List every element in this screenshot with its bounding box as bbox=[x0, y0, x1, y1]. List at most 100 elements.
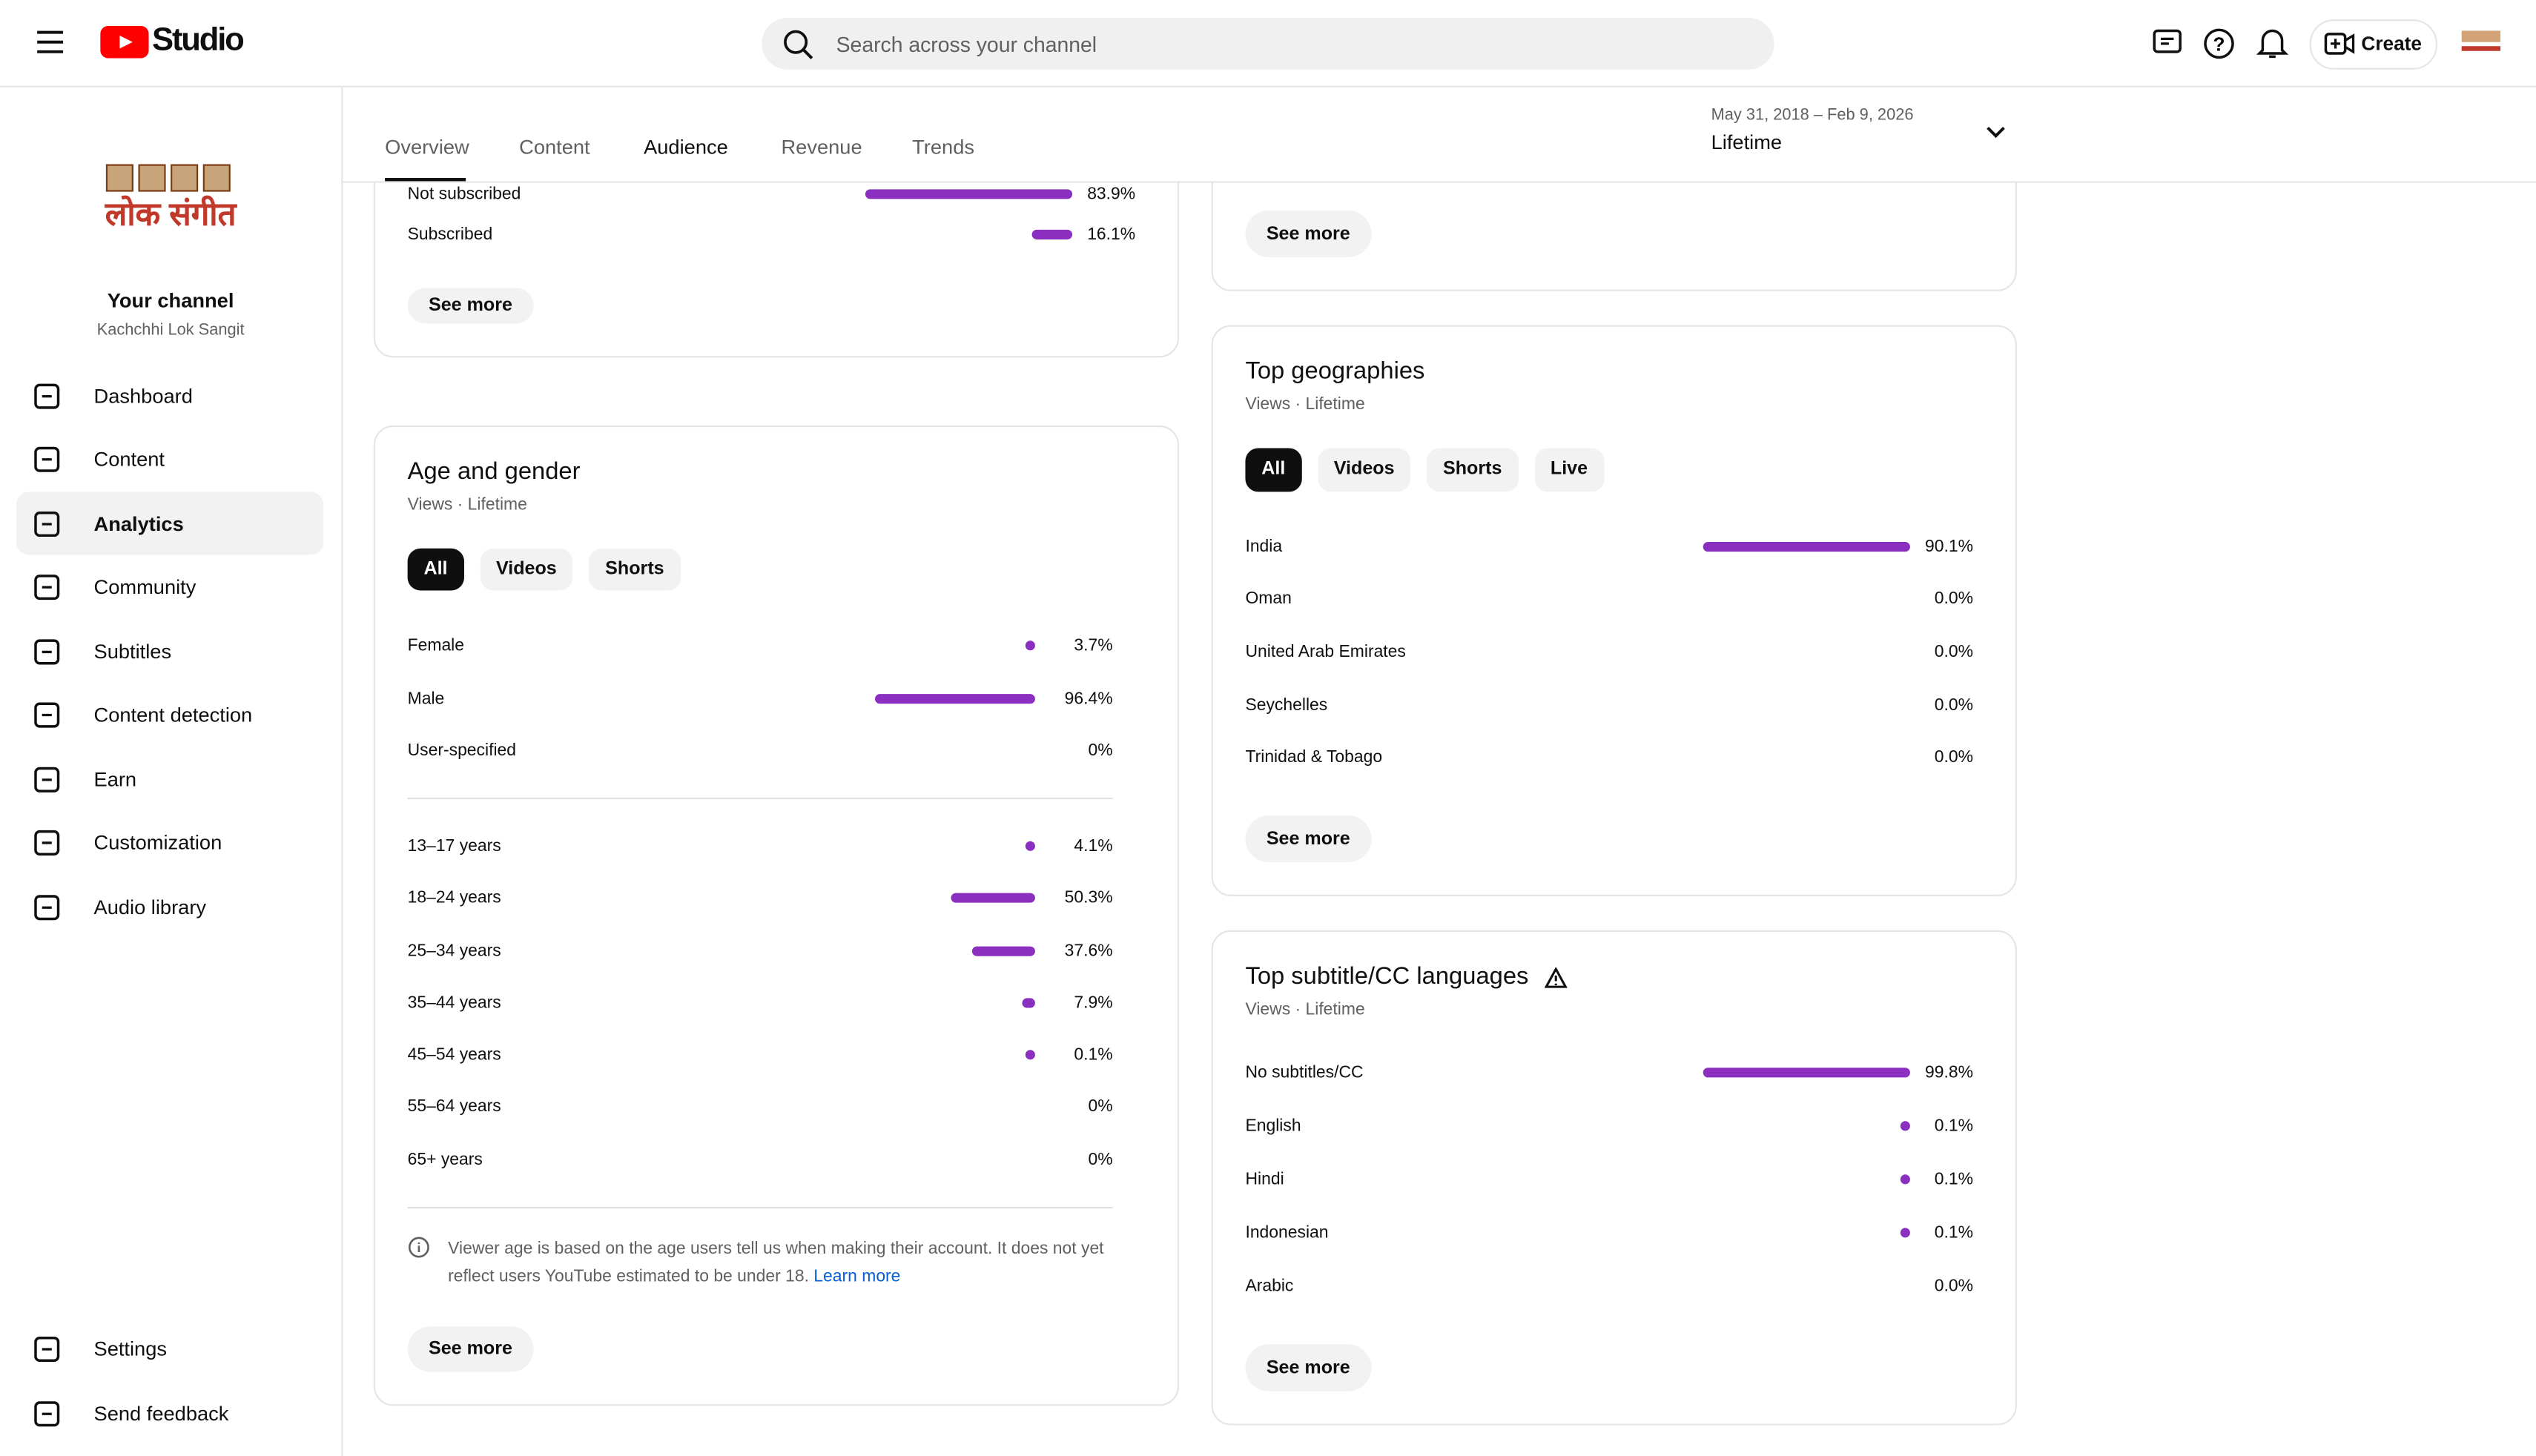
menu-icon[interactable] bbox=[36, 29, 65, 55]
data-row: English 0.1% bbox=[1245, 1099, 1973, 1153]
learn-more-link[interactable]: Learn more bbox=[813, 1266, 901, 1286]
tab[interactable]: Content bbox=[519, 136, 590, 159]
card-subtitle: Views · Lifetime bbox=[1245, 394, 1365, 414]
data-row: 18–24 years 50.3% bbox=[408, 873, 1113, 924]
filter-chips: All Videos Shorts Live bbox=[1245, 448, 1973, 492]
tab[interactable]: Overview bbox=[385, 136, 469, 159]
active-tab-indicator bbox=[385, 178, 466, 182]
nav-icon bbox=[34, 1400, 60, 1426]
row-label: Male bbox=[407, 689, 445, 709]
data-row: Indonesian 0.1% bbox=[1245, 1205, 1973, 1259]
divider bbox=[407, 1206, 1113, 1208]
nav-icon bbox=[34, 575, 60, 600]
nav-label: Community bbox=[93, 575, 197, 599]
warning-icon[interactable] bbox=[1545, 966, 1568, 987]
filter-chip[interactable]: Live bbox=[1534, 448, 1604, 492]
avatar[interactable] bbox=[2458, 26, 2503, 59]
bar-track bbox=[1703, 700, 1910, 709]
data-row: 55–64 years 0% bbox=[408, 1081, 1113, 1133]
data-row: 65+ years 0% bbox=[408, 1134, 1113, 1185]
row-label: Not subscribed bbox=[407, 184, 521, 204]
bar-track bbox=[875, 893, 1035, 904]
note: Viewer age is based on the age users tel… bbox=[408, 1236, 1113, 1291]
row-value: 3.7% bbox=[1074, 636, 1113, 656]
nav-item[interactable]: Send feedback bbox=[16, 1382, 323, 1445]
nav-label: Analytics bbox=[93, 512, 184, 535]
channel-logo-text[interactable]: लोक संगीत bbox=[105, 197, 237, 234]
see-more-button[interactable]: See more bbox=[407, 287, 534, 324]
nav-icon bbox=[34, 446, 60, 472]
card: Not subscribed 83.9% Subscribed 16.1% See mo… bbox=[373, 181, 1180, 358]
bar-track bbox=[1703, 1121, 1910, 1131]
filter-chip[interactable]: Videos bbox=[480, 548, 573, 592]
note-body: Viewer age is based on the age users tel… bbox=[448, 1238, 1104, 1286]
nav-item[interactable]: Earn bbox=[16, 747, 323, 810]
create-label: Create bbox=[2361, 32, 2422, 56]
row-value: 0.0% bbox=[1934, 642, 1973, 662]
tab[interactable]: Audience bbox=[644, 136, 728, 159]
row-label: 65+ years bbox=[407, 1149, 483, 1169]
nav-label: Content bbox=[93, 448, 165, 471]
brand[interactable]: Studio bbox=[152, 22, 245, 59]
see-more-button[interactable]: See more bbox=[1245, 815, 1372, 863]
sidebar: लोक संगीत Your channel Kachchhi Lok Sang… bbox=[0, 87, 343, 1456]
filter-chip[interactable]: All bbox=[407, 548, 464, 592]
help-icon[interactable]: ? bbox=[2203, 27, 2236, 60]
nav-label: Audio library bbox=[93, 895, 207, 919]
nav-icon bbox=[34, 1335, 60, 1361]
row-label: Seychelles bbox=[1245, 695, 1328, 715]
row-label: 45–54 years bbox=[407, 1045, 501, 1065]
notifications-icon[interactable] bbox=[2256, 26, 2289, 62]
bar-track bbox=[875, 998, 1035, 1008]
see-more-button[interactable]: See more bbox=[1245, 210, 1372, 257]
filter-chip[interactable]: Shorts bbox=[589, 548, 681, 592]
bar-track bbox=[875, 641, 1035, 652]
nav-label: Customization bbox=[93, 831, 222, 855]
nav-item[interactable]: Customization bbox=[16, 811, 323, 874]
nav-item[interactable]: Community bbox=[16, 556, 323, 619]
nav-item[interactable]: Content detection bbox=[16, 684, 323, 747]
filter-chip[interactable]: All bbox=[1245, 448, 1302, 492]
nav-item[interactable]: Analytics bbox=[16, 492, 324, 555]
card-title-text: Age and gender bbox=[407, 457, 581, 486]
bar-track bbox=[1703, 647, 1910, 657]
nav-item[interactable]: Content bbox=[16, 428, 323, 491]
note-text: Viewer age is based on the age users tel… bbox=[448, 1236, 1112, 1291]
tab[interactable]: Trends bbox=[912, 136, 975, 159]
search-box[interactable]: Search across your channel bbox=[762, 18, 1774, 70]
row-value: 0.1% bbox=[1934, 1169, 1973, 1189]
row-value: 96.4% bbox=[1064, 689, 1113, 709]
dropdown-icon[interactable] bbox=[1984, 125, 2007, 141]
logo-icon[interactable] bbox=[100, 25, 149, 59]
bar-track bbox=[875, 1050, 1035, 1060]
bar bbox=[1025, 1050, 1035, 1060]
nav-icon bbox=[34, 830, 60, 856]
data-row: Seychelles 0.0% bbox=[1245, 678, 1973, 731]
nav-item[interactable]: Subtitles bbox=[16, 620, 323, 683]
date-period[interactable]: Lifetime bbox=[1711, 130, 1783, 154]
nav-item[interactable]: Dashboard bbox=[16, 364, 323, 427]
tab[interactable]: Revenue bbox=[781, 136, 862, 159]
info-icon bbox=[408, 1236, 429, 1257]
row-value: 99.8% bbox=[1925, 1062, 1973, 1082]
data-row: Arabic 0.0% bbox=[1245, 1259, 1973, 1312]
bar-track bbox=[865, 188, 1073, 199]
filter-chip[interactable]: Videos bbox=[1317, 448, 1411, 492]
date-range[interactable]: May 31, 2018 – Feb 9, 2026 bbox=[1711, 107, 1914, 125]
bar-track bbox=[875, 945, 1035, 956]
nav-item[interactable]: Audio library bbox=[16, 876, 323, 939]
card-title: Top geographies bbox=[1245, 356, 1973, 388]
bar bbox=[951, 893, 1035, 904]
row-value: 0% bbox=[1088, 1149, 1113, 1169]
feedback-icon[interactable] bbox=[2151, 27, 2184, 60]
create-button[interactable]: Create bbox=[2309, 19, 2437, 70]
nav-item[interactable]: Settings bbox=[16, 1317, 323, 1380]
see-more-button[interactable]: See more bbox=[1245, 1344, 1372, 1392]
row-value: 0.0% bbox=[1934, 1275, 1973, 1296]
card: Top subtitle/CC languages Views · Lifetim… bbox=[1211, 930, 2017, 1426]
card-title: Top subtitle/CC languages bbox=[1245, 961, 1973, 993]
filter-chip[interactable]: Shorts bbox=[1427, 448, 1519, 492]
see-more-button[interactable]: See more bbox=[407, 1326, 534, 1372]
tab-bar: Overview Content Audience Revenue Trends May… bbox=[343, 87, 2536, 183]
